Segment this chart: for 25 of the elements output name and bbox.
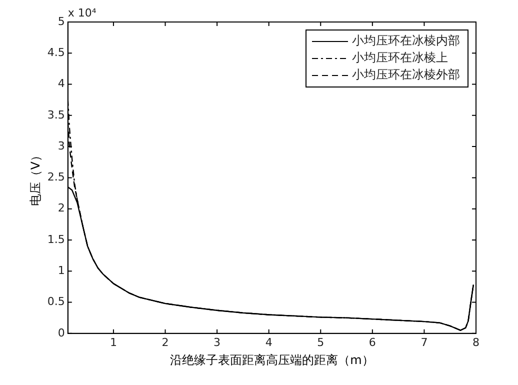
y-tick-label: 0.5 xyxy=(47,295,65,308)
y-tick-label: 1 xyxy=(58,264,65,277)
y-tick-label: 3 xyxy=(58,139,65,152)
x-tick-label: 5 xyxy=(317,336,324,349)
y-tick-label: 0 xyxy=(58,326,65,340)
y-axis-title: 电压（V） xyxy=(28,150,42,206)
x-tick-label: 8 xyxy=(472,336,480,349)
y-tick-label: 2 xyxy=(58,202,65,215)
x-tick-label: 7 xyxy=(420,336,428,349)
x-tick-label: 2 xyxy=(162,336,169,349)
x-tick-label: 1 xyxy=(110,336,117,349)
x-tick-label: 4 xyxy=(265,336,272,349)
y-tick-label: 4 xyxy=(58,77,65,90)
y-tick-label: 1.5 xyxy=(47,232,65,246)
x-tick-label: 3 xyxy=(214,336,221,349)
y-tick-label: 2.5 xyxy=(47,170,65,184)
legend-label: 小均压环在冰棱内部 xyxy=(352,34,460,48)
x-axis-title: 沿绝缘子表面距离高压端的距离（m） xyxy=(170,352,374,367)
text: x 10⁴ xyxy=(68,6,97,20)
legend-label: 小均压环在冰棱上 xyxy=(352,50,448,65)
y-tick-label: 5 xyxy=(58,14,65,28)
y-tick-label: 3.5 xyxy=(47,108,65,122)
x-tick-label: 6 xyxy=(368,336,376,349)
legend-label: 小均压环在冰棱外部 xyxy=(352,68,460,82)
y-tick-label: 4.5 xyxy=(47,46,65,59)
